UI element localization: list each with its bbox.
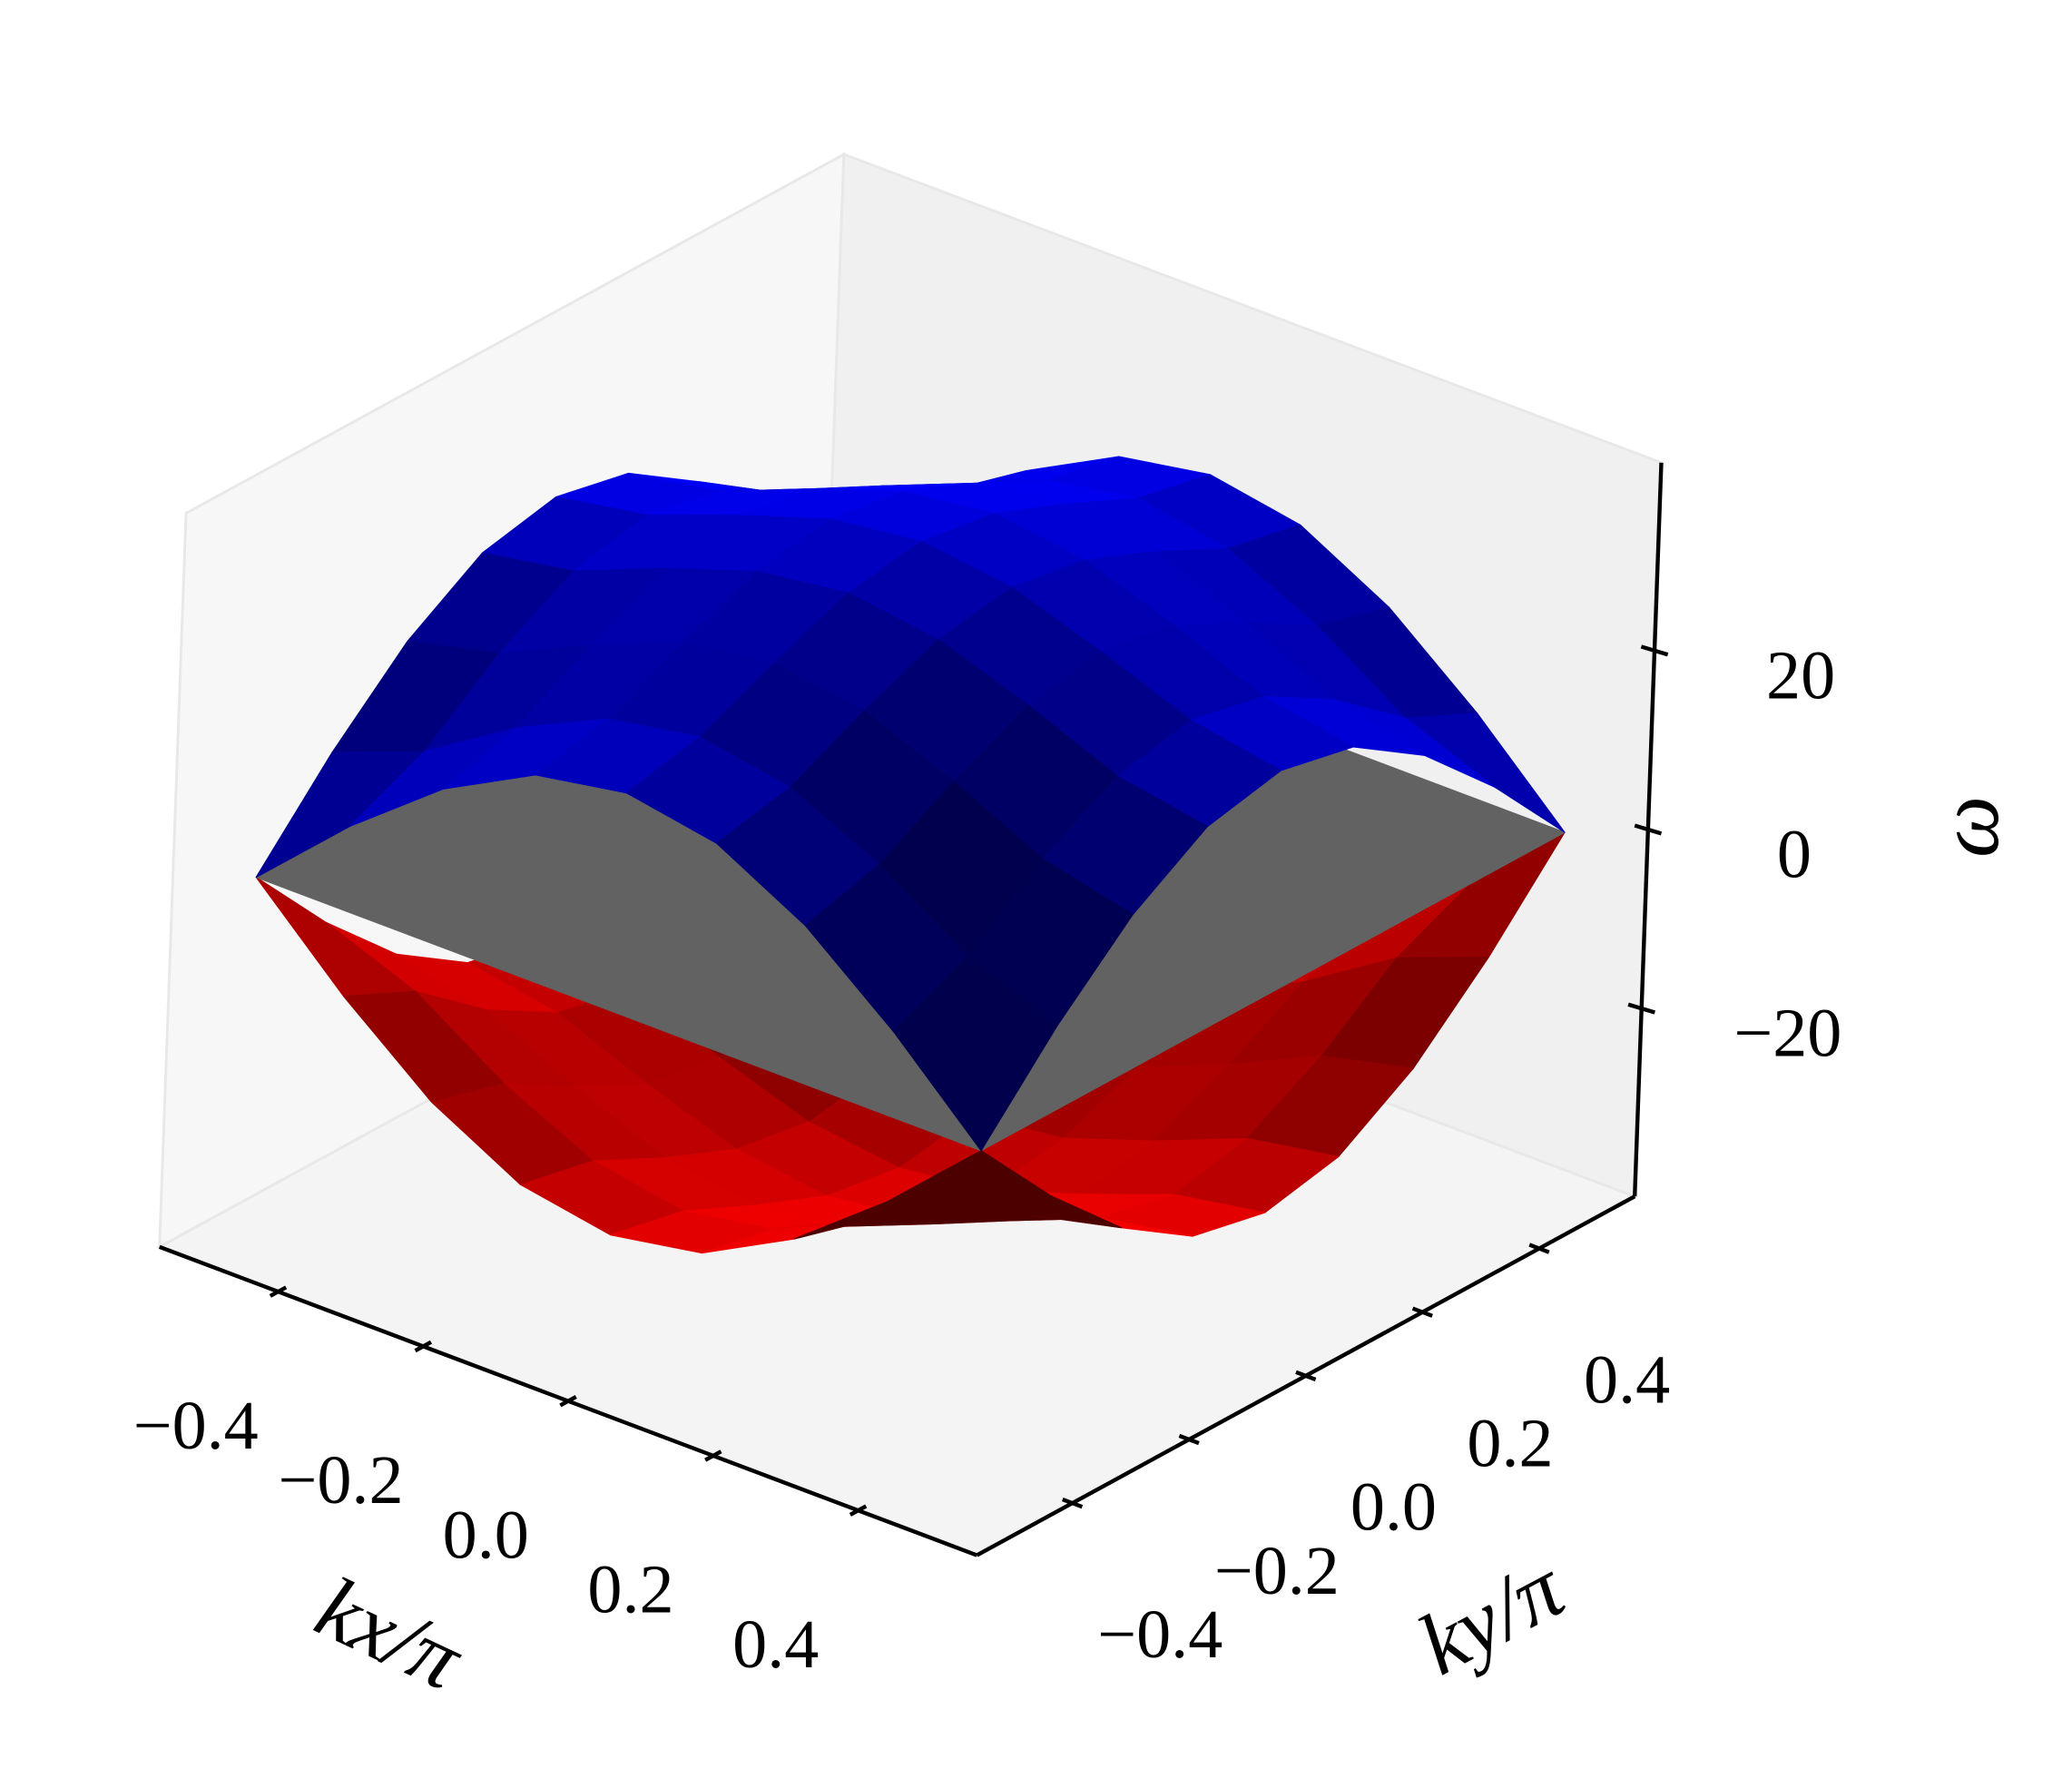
surfaces (255, 456, 1566, 1254)
z-tick (1640, 644, 1669, 657)
y-tick-label: −0.2 (1214, 1533, 1340, 1609)
y-tick (1528, 1243, 1550, 1254)
x-tick-label: 0.0 (443, 1497, 529, 1573)
x-tick-label: −0.2 (278, 1442, 403, 1518)
surface-patch (892, 956, 1058, 1152)
y-tick (1295, 1370, 1317, 1381)
y-axis-label: ky/π (1403, 1537, 1580, 1693)
y-tick (1062, 1497, 1084, 1509)
x-tick (414, 1340, 433, 1353)
y-tick-label: 0.4 (1584, 1341, 1670, 1418)
y-tick (1411, 1306, 1433, 1318)
surface-patch (887, 1150, 1052, 1203)
x-tick-label: 0.4 (732, 1606, 819, 1683)
x-tick-label: −0.4 (133, 1388, 259, 1464)
z-tick (1627, 1002, 1655, 1015)
x-tick (849, 1504, 868, 1517)
x-tick-label: 0.2 (587, 1552, 673, 1628)
z-tick-label: 0 (1777, 817, 1812, 893)
x-tick (559, 1394, 577, 1408)
z-tick-label: 20 (1766, 637, 1835, 713)
y-tick (1178, 1433, 1200, 1446)
y-tick-label: 0.0 (1350, 1469, 1437, 1546)
z-tick-label: −20 (1733, 996, 1841, 1072)
x-tick (269, 1285, 288, 1298)
x-axis-label: kx/π (302, 1558, 478, 1709)
z-tick (1634, 823, 1663, 836)
x-tick (704, 1449, 722, 1462)
y-tick-label: 0.2 (1467, 1405, 1553, 1481)
z-axis-label: ω (1920, 796, 2017, 858)
y-tick-label: −0.4 (1097, 1596, 1223, 1673)
